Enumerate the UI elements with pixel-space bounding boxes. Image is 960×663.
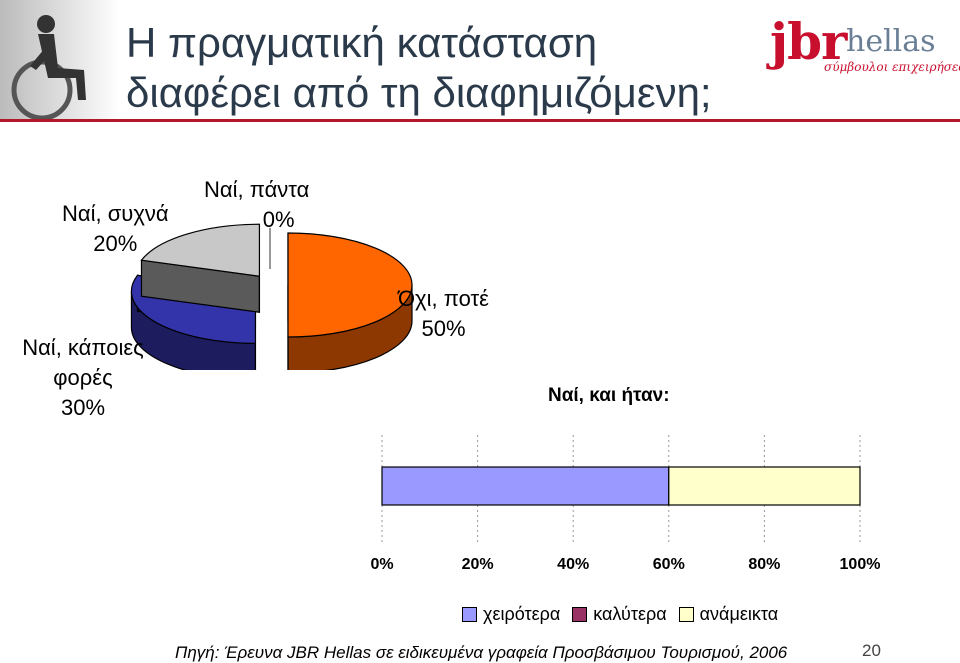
bar-chart-title: Ναί, και ήταν: xyxy=(548,385,670,406)
legend-swatch-worse xyxy=(462,607,477,622)
pie-label-never: Όχι, ποτέ 50% xyxy=(398,284,489,344)
legend-swatch-mixed xyxy=(678,607,694,622)
pie-label-always: Ναί, πάντα 0% xyxy=(204,175,309,235)
legend-label-better: καλύτερα xyxy=(593,604,667,624)
page-number: 20 xyxy=(862,641,881,660)
pie-label-always-name: Ναί, πάντα xyxy=(204,177,310,202)
pie-label-often-value: 20% xyxy=(93,231,138,256)
bar-tick-label: 20% xyxy=(462,556,494,573)
source-note: Πηγή: Έρευνα JBR Hellas σε ειδικευμένα γ… xyxy=(175,643,788,662)
pie-slice-top xyxy=(140,223,261,277)
bar-tick-label: 0% xyxy=(370,556,393,573)
pie-slice-top xyxy=(287,232,413,338)
legend-label-worse: χειρότερα xyxy=(483,604,561,624)
pie-label-never-value: 50% xyxy=(421,316,466,341)
bar-chart: 0% 20% 40% 60% 80% 100% xyxy=(370,435,881,573)
title-divider xyxy=(0,119,960,122)
wheelchair-user-image xyxy=(0,0,120,122)
pie-label-never-name: Όχι, ποτέ xyxy=(398,286,489,311)
legend-item-better: καλύτερα xyxy=(572,604,667,625)
pie-label-often-name: Ναί, συχνά xyxy=(62,201,169,226)
title-line-1: Η πραγματική κατάσταση xyxy=(126,19,598,66)
legend-label-mixed: ανάμεικτα xyxy=(699,604,779,624)
pie-label-sometimes: Ναί, κάποιες φορές 30% xyxy=(8,333,158,423)
pie-label-sometimes-value: 30% xyxy=(60,395,106,420)
pie-chart xyxy=(130,223,413,370)
legend-item-worse: χειρότερα xyxy=(462,604,560,625)
bar-tick-label: 40% xyxy=(557,556,589,573)
bar-tick-label: 100% xyxy=(840,556,881,573)
bar-tick-label: 80% xyxy=(748,556,780,573)
slide-title: Η πραγματική κατάσταση διαφέρει από τη δ… xyxy=(126,18,746,118)
legend-swatch-better xyxy=(572,607,588,622)
pie-label-always-value: 0% xyxy=(262,207,295,232)
logo-tagline: σύμβουλοι επιχειρήσεων xyxy=(824,60,960,74)
jbr-hellas-logo: jbr hellas σύμβουλοι επιχειρήσεων xyxy=(768,12,960,82)
pie-slice-often xyxy=(140,223,261,313)
pie-slice-never xyxy=(287,232,413,370)
pie-label-sometimes-name: Ναί, κάποιες φορές xyxy=(22,335,144,390)
bar-segment-mixed xyxy=(668,466,861,506)
title-line-2: διαφέρει από τη διαφημιζόμενη; xyxy=(126,69,712,116)
logo-jbr: jbr xyxy=(770,12,847,71)
bar-legend: χειρότερα καλύτερα ανάμεικτα xyxy=(462,604,790,625)
pie-label-often: Ναί, συχνά 20% xyxy=(62,199,169,259)
logo-hellas: hellas xyxy=(846,24,936,59)
bar-tick-label: 60% xyxy=(653,556,685,573)
bar-segment-worse xyxy=(381,466,670,506)
legend-item-mixed: ανάμεικτα xyxy=(678,604,779,625)
